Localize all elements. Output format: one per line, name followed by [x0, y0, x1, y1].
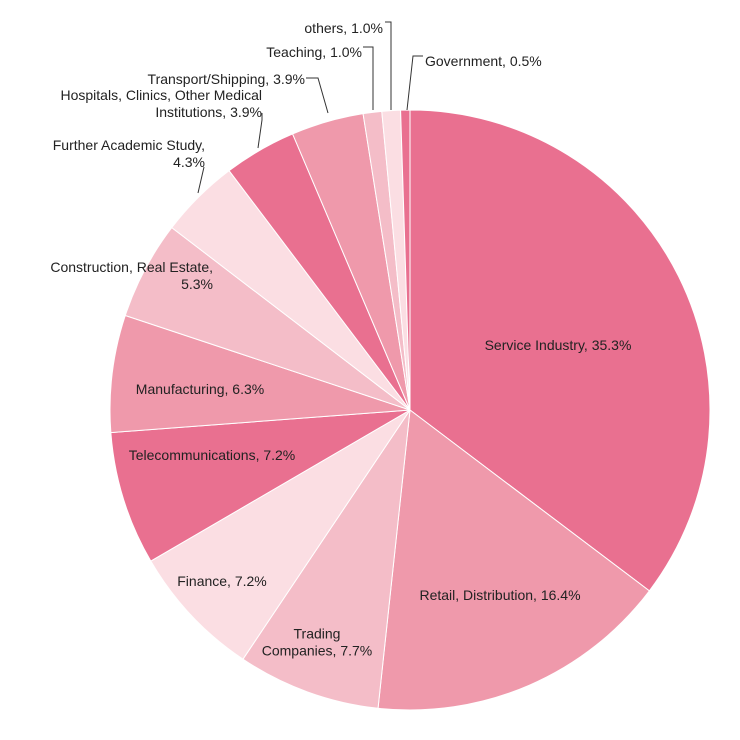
- slice-label-line: Construction, Real Estate,: [50, 259, 213, 275]
- leader-line: [306, 77, 329, 114]
- pie-slices: [109, 109, 711, 711]
- leader-lines: [197, 21, 423, 194]
- pie-slice: [150, 409, 411, 660]
- slice-label: Retail, Distribution, 16.4%: [419, 587, 580, 603]
- leader-line: [363, 46, 374, 110]
- slice-label: Finance, 7.2%: [177, 573, 267, 589]
- pie-slice: [400, 109, 411, 411]
- slice-label-line: 5.3%: [181, 276, 213, 292]
- slice-label: others, 1.0%: [304, 20, 383, 36]
- pie-slice: [110, 409, 411, 562]
- slice-label-line: Transport/Shipping, 3.9%: [148, 71, 305, 87]
- slice-label: Construction, Real Estate, 5.3%: [50, 259, 213, 292]
- slice-labels: Service Industry, 35.3% Retail, Distribut…: [50, 20, 631, 659]
- slice-label-line: Manufacturing, 6.3%: [136, 381, 264, 397]
- slice-label: Further Academic Study, 4.3%: [53, 137, 205, 170]
- slice-label-line: Finance, 7.2%: [177, 573, 267, 589]
- slice-label: Hospitals, Clinics, Other Medical Institu…: [60, 87, 262, 120]
- slice-label: Telecommunications, 7.2%: [129, 447, 296, 463]
- slice-label: Service Industry, 35.3%: [485, 337, 632, 353]
- slice-label: Manufacturing, 6.3%: [136, 381, 264, 397]
- leader-line: [257, 113, 263, 149]
- slice-label-line: Companies, 7.7%: [262, 643, 373, 659]
- pie-slice: [242, 409, 411, 709]
- leader-line: [406, 55, 423, 111]
- leader-line: [197, 166, 205, 194]
- pie-slice: [409, 109, 711, 592]
- slice-label: Teaching, 1.0%: [266, 44, 362, 60]
- pie-slice: [377, 409, 651, 711]
- slice-label: Trading Companies, 7.7%: [262, 626, 373, 659]
- pie-slice: [109, 314, 411, 434]
- slice-label-line: Retail, Distribution, 16.4%: [419, 587, 580, 603]
- slice-label-line: Trading: [294, 626, 341, 642]
- slice-label-line: Hospitals, Clinics, Other Medical: [60, 87, 262, 103]
- slice-label: Transport/Shipping, 3.9%: [148, 71, 305, 87]
- slice-label-line: Teaching, 1.0%: [266, 44, 362, 60]
- slice-label: Government, 0.5%: [425, 53, 542, 69]
- slice-label-line: Telecommunications, 7.2%: [129, 447, 296, 463]
- slice-label-line: others, 1.0%: [304, 20, 383, 36]
- slice-label-line: 4.3%: [173, 154, 205, 170]
- slice-label-line: Service Industry, 35.3%: [485, 337, 632, 353]
- slice-label-line: Institutions, 3.9%: [155, 104, 262, 120]
- slice-label-line: Further Academic Study,: [53, 137, 205, 153]
- leader-line: [385, 21, 392, 110]
- slice-label-line: Government, 0.5%: [425, 53, 542, 69]
